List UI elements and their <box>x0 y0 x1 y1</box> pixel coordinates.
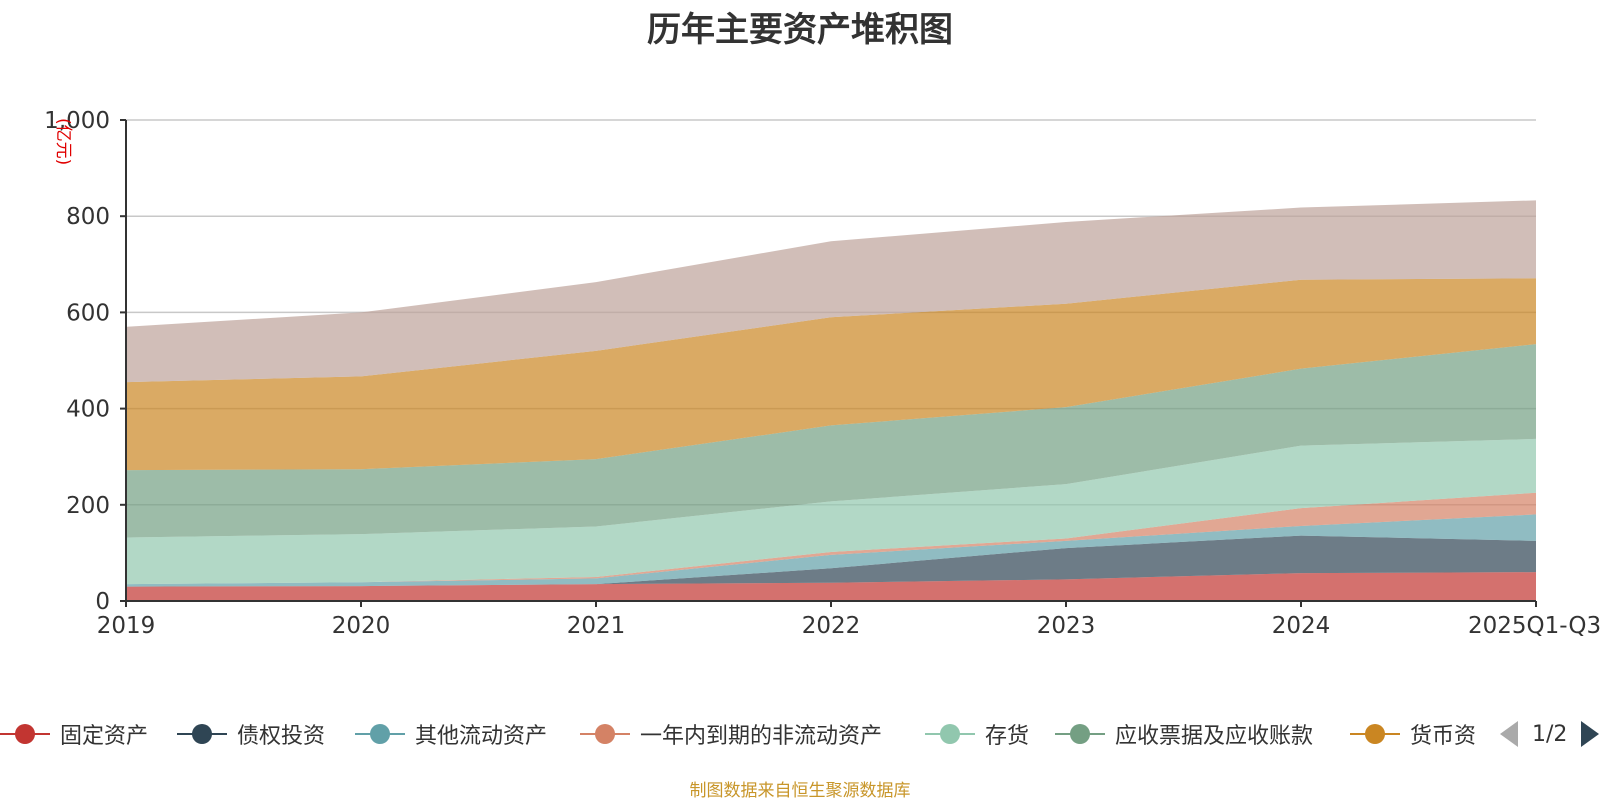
legend-label: 一年内到期的非流动资产 <box>640 724 883 749</box>
y-tick-label: 0 <box>95 589 110 615</box>
legend-item[interactable]: 货币资 <box>1350 714 1476 754</box>
x-tick-label: 2024 <box>1272 613 1331 639</box>
area-series[interactable] <box>126 572 1536 601</box>
area-series[interactable] <box>126 278 1536 471</box>
x-tick-label: 2025Q1-Q3 <box>1468 613 1600 639</box>
area-series[interactable] <box>126 344 1536 538</box>
legend-item[interactable]: 固定资产 <box>0 714 148 754</box>
x-tick-label: 2023 <box>1037 613 1096 639</box>
legend-label: 存货 <box>985 724 1030 749</box>
legend-item[interactable]: 其他流动资产 <box>355 714 547 754</box>
legend-label: 债权投资 <box>237 724 326 749</box>
y-tick-label: 800 <box>66 204 110 230</box>
legend-pager: 1/2 <box>1500 714 1600 754</box>
area-series[interactable] <box>126 514 1536 587</box>
y-tick-label: 200 <box>66 493 110 519</box>
area-series[interactable] <box>126 535 1536 587</box>
legend: 固定资产 债权投资 其他流动资产 一年内到期的非流动资产 存货 应收票据及应收账款 货币资 <box>0 714 1600 754</box>
chart-title: 历年主要资产堆积图 <box>647 10 953 50</box>
legend-prev-page-icon[interactable] <box>1500 721 1518 747</box>
legend-marker-icon <box>177 714 227 754</box>
legend-page-indicator: 1/2 <box>1532 721 1568 747</box>
source-note: 制图数据来自恒生聚源数据库 <box>689 781 911 801</box>
axes: 0 200 400 600 800 1,000 2019 2020 2021 2022 2023 20… <box>44 108 1600 639</box>
area-series[interactable] <box>126 200 1536 383</box>
y-tick-label: 1,000 <box>44 108 110 134</box>
y-tick-label: 600 <box>66 300 110 326</box>
legend-item[interactable]: 一年内到期的非流动资产 <box>580 714 882 754</box>
legend-marker-icon <box>580 714 630 754</box>
y-axis-unit-label: (亿元) <box>53 118 73 165</box>
x-tick-label: 2020 <box>332 613 391 639</box>
legend-label: 应收票据及应收账款 <box>1115 724 1314 749</box>
legend-item[interactable]: 债权投资 <box>177 714 325 754</box>
legend-label: 其他流动资产 <box>415 724 548 749</box>
area-series[interactable] <box>126 438 1536 585</box>
x-tick-label: 2019 <box>97 613 156 639</box>
stacked-areas <box>126 200 1536 601</box>
legend-marker-icon <box>925 714 975 754</box>
legend-marker-icon <box>1350 714 1400 754</box>
legend-label: 固定资产 <box>60 724 149 749</box>
x-tick-label: 2021 <box>567 613 626 639</box>
legend-marker-icon <box>0 714 50 754</box>
y-tick-label: 400 <box>66 397 110 423</box>
legend-label: 货币资 <box>1410 724 1477 749</box>
legend-item[interactable]: 应收票据及应收账款 <box>1055 714 1313 754</box>
legend-next-page-icon[interactable] <box>1581 721 1600 747</box>
legend-marker-icon <box>355 714 405 754</box>
x-tick-label: 2022 <box>802 613 861 639</box>
legend-item[interactable]: 存货 <box>925 714 1029 754</box>
legend-marker-icon <box>1055 714 1105 754</box>
